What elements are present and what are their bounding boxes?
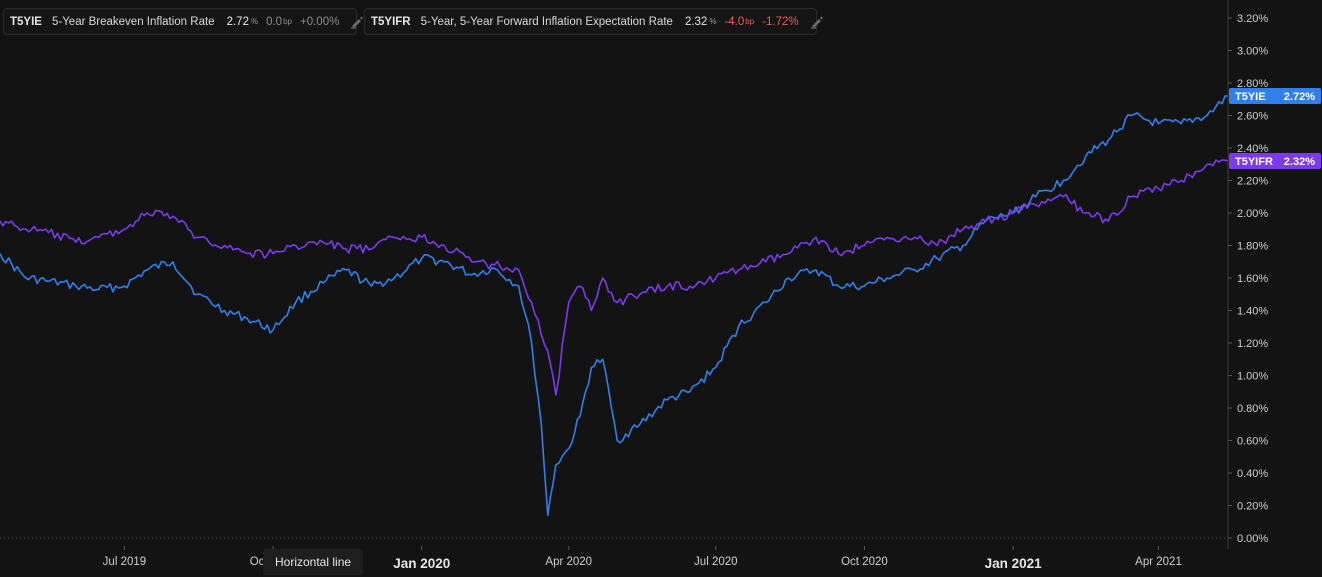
- price-tag-t5yifr: T5YIFR 2.32%: [1229, 153, 1321, 169]
- y-tick-label: 0.20%: [1237, 501, 1268, 513]
- legend-last-value: 2.72: [226, 15, 249, 28]
- y-tick-label: 2.60%: [1237, 111, 1268, 123]
- horizontal-line-tooltip: Horizontal line: [263, 549, 364, 575]
- x-tick-label: Jul 2020: [694, 556, 737, 568]
- y-tick-label: 1.60%: [1237, 273, 1268, 285]
- legend-change: 0.0: [266, 15, 283, 28]
- x-tick-label: Apr 2020: [545, 556, 592, 568]
- legend-card-t5yifr[interactable]: T5YIFR 5-Year, 5-Year Forward Inflation …: [364, 8, 823, 35]
- legend-change: -4.0: [724, 15, 745, 28]
- legend-series-name: 5-Year Breakeven Inflation Rate: [51, 15, 215, 28]
- legend-card-t5yie[interactable]: T5YIE 5-Year Breakeven Inflation Rate 2.…: [3, 8, 364, 35]
- legend-symbol: T5YIE: [10, 15, 42, 28]
- x-tick-label: Apr 2021: [1135, 556, 1182, 568]
- y-tick-label: 0.60%: [1237, 436, 1268, 448]
- price-tag-value: 2.32%: [1284, 156, 1315, 168]
- legend-last-value-unit: %: [250, 17, 259, 26]
- x-tick-label: Jul 2019: [103, 556, 146, 568]
- price-tag-symbol: T5YIFR: [1235, 156, 1273, 168]
- x-tick-label: Jan 2021: [985, 556, 1043, 571]
- x-tick-label: Oct 2020: [841, 556, 888, 568]
- y-tick-label: 1.00%: [1237, 371, 1268, 383]
- y-tick-label: 1.80%: [1237, 241, 1268, 253]
- y-tick-label: 1.20%: [1237, 338, 1268, 350]
- legend-last-value: 2.32: [684, 15, 708, 28]
- price-tag-t5yie: T5YIE 2.72%: [1229, 88, 1321, 104]
- series-line-t5yifr[interactable]: [0, 159, 1229, 396]
- legend-change-pct: -1.72%: [762, 15, 799, 28]
- legend-last-value-unit: %: [709, 17, 717, 26]
- price-tag-value: 2.72%: [1284, 91, 1315, 103]
- y-tick-label: 2.00%: [1237, 208, 1268, 220]
- legend-change-pct: +0.00%: [300, 15, 340, 28]
- legend-symbol: T5YIFR: [371, 15, 411, 28]
- legend-series-name: 5-Year, 5-Year Forward Inflation Expecta…: [420, 15, 673, 28]
- pencil-hand-icon[interactable]: [809, 14, 825, 30]
- pencil-hand-icon[interactable]: [349, 14, 365, 30]
- y-tick-label: 3.00%: [1237, 46, 1268, 58]
- y-tick-label: 0.00%: [1237, 533, 1268, 545]
- y-tick-label: 0.80%: [1237, 403, 1268, 415]
- x-tick-label: Jan 2020: [393, 556, 450, 571]
- y-tick-label: 1.40%: [1237, 306, 1268, 318]
- y-tick-label: 2.20%: [1237, 176, 1268, 188]
- y-tick-label: 3.20%: [1237, 13, 1268, 25]
- y-tick-label: 0.40%: [1237, 468, 1268, 480]
- price-tag-symbol: T5YIE: [1235, 91, 1266, 103]
- y-tick-label: 2.40%: [1237, 143, 1268, 155]
- legend-change-unit: bp: [283, 17, 292, 26]
- legend-change-unit: bp: [745, 17, 755, 26]
- y-tick-label: 2.80%: [1237, 78, 1268, 90]
